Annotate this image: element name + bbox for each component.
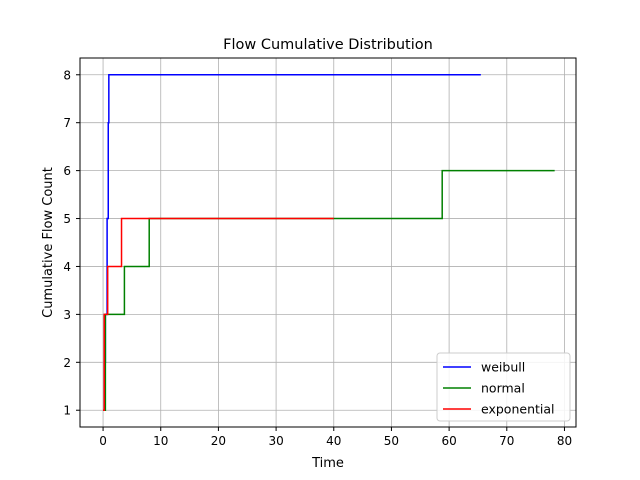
series-line-normal	[103, 169, 555, 411]
y-tick-label: 4	[63, 260, 71, 274]
legend-label-normal: normal	[481, 381, 525, 396]
y-axis-label: Cumulative Flow Count	[41, 167, 56, 318]
y-tick-label: 6	[63, 164, 71, 178]
x-tick-label: 20	[211, 434, 226, 448]
legend: weibull normal exponential	[436, 352, 571, 422]
legend-label-weibull: weibull	[481, 360, 525, 375]
x-tick-label: 10	[153, 434, 168, 448]
y-tick-label: 7	[63, 116, 71, 130]
y-tick-label: 2	[63, 356, 71, 370]
x-tick-label: 70	[499, 434, 514, 448]
x-tick-label: 80	[557, 434, 572, 448]
x-axis: 0 10 20 30 40 50 60 70 80	[99, 427, 572, 448]
legend-box	[436, 352, 571, 422]
y-tick-label: 8	[63, 68, 71, 82]
y-tick-label: 1	[63, 404, 71, 418]
y-tick-label: 5	[63, 212, 71, 226]
x-tick-label: 60	[441, 434, 456, 448]
series-line-exponential	[103, 217, 334, 411]
series-lines	[103, 74, 555, 411]
legend-label-exponential: exponential	[481, 402, 555, 417]
x-tick-label: 0	[99, 434, 107, 448]
y-axis: 1 2 3 4 5 6 7 8	[63, 68, 80, 418]
x-tick-label: 40	[326, 434, 341, 448]
y-tick-label: 3	[63, 308, 71, 322]
x-tick-label: 50	[384, 434, 399, 448]
x-tick-label: 30	[268, 434, 283, 448]
x-axis-label: Time	[311, 456, 344, 471]
plot-area-frame	[79, 57, 577, 428]
chart-title: Flow Cumulative Distribution	[223, 37, 433, 53]
